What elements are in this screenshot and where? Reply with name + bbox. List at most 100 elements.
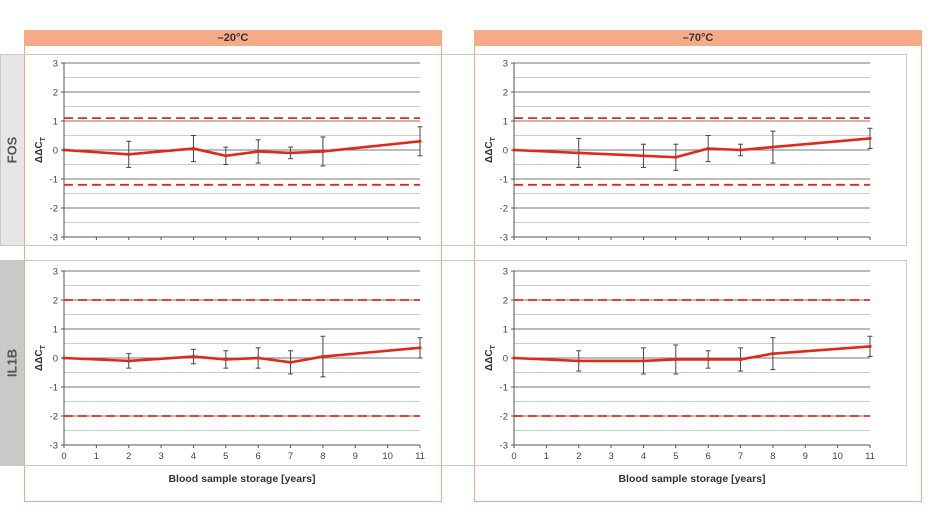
data-point	[738, 357, 743, 362]
y-tick-label: 1	[503, 117, 508, 128]
x-tick-label: 2	[126, 451, 131, 462]
y-tick-label: -1	[500, 175, 508, 186]
x-tick-label: 1	[94, 451, 99, 462]
data-point	[127, 359, 131, 363]
data-point	[62, 356, 66, 360]
y-tick-label: -1	[50, 175, 58, 186]
x-tick-label: 6	[256, 451, 261, 462]
data-point	[577, 151, 581, 155]
y-tick-label: 1	[53, 117, 58, 128]
y-tick-label: -3	[50, 233, 58, 244]
x-tick-label: 0	[511, 451, 516, 462]
row-label-il1b: IL1B	[4, 348, 20, 378]
data-point	[224, 357, 228, 362]
y-tick-label: -1	[50, 383, 58, 394]
x-tick-label: 11	[865, 451, 875, 462]
y-axis-label: ΔΔCT	[34, 136, 47, 163]
data-point	[641, 154, 646, 158]
column-header-minus20: –20°C	[24, 30, 442, 46]
x-tick-label: 9	[803, 451, 808, 462]
y-axis-label: ΔΔCT	[484, 344, 497, 371]
data-point	[127, 152, 131, 156]
x-tick-label: 10	[832, 451, 843, 462]
y-tick-label: -2	[50, 412, 58, 423]
x-tick-label: 2	[576, 451, 581, 462]
x-tick-label: 7	[288, 451, 293, 462]
data-point	[224, 154, 228, 158]
y-tick-label: 0	[503, 146, 508, 157]
y-tick-label: 2	[53, 88, 58, 99]
y-tick-label: 3	[53, 267, 58, 278]
y-tick-label: 0	[503, 354, 508, 365]
y-tick-label: 2	[503, 88, 508, 99]
x-axis-label: Blood sample storage [years]	[618, 473, 765, 485]
data-point	[418, 139, 422, 143]
y-tick-label: -2	[50, 204, 58, 215]
data-point	[868, 136, 872, 140]
row-tab-il1b: IL1B	[0, 260, 24, 466]
y-tick-label: 3	[53, 59, 58, 70]
x-tick-label: 7	[738, 451, 743, 462]
x-tick-label: 11	[415, 451, 425, 462]
chart-fos-minus70: 3 2 1 0 -1 -2 -3 ΔΔCT	[484, 59, 873, 244]
y-tick-label: -3	[500, 441, 508, 452]
data-point	[512, 356, 516, 360]
x-tick-label: 5	[673, 451, 678, 462]
data-point	[674, 155, 678, 159]
x-tick-label: 6	[706, 451, 711, 462]
x-tick-label: 1	[544, 451, 549, 462]
column-header-minus70: –70°C	[474, 30, 922, 46]
row-label-fos: FOS	[4, 136, 20, 164]
series-line	[512, 137, 872, 159]
data-point	[321, 149, 325, 154]
x-tick-label: 8	[320, 451, 325, 462]
data-point	[191, 146, 196, 151]
data-point	[771, 352, 775, 356]
y-tick-label: 0	[53, 354, 58, 365]
data-point	[706, 146, 710, 151]
x-tick-label: 0	[61, 451, 66, 462]
y-axis-label: ΔΔCT	[484, 136, 497, 163]
series-line	[62, 346, 422, 364]
y-tick-label: 1	[53, 325, 58, 336]
x-tick-label: 4	[641, 451, 646, 462]
y-tick-label: -2	[500, 412, 508, 423]
data-point	[868, 344, 872, 348]
data-point	[512, 148, 516, 152]
y-axis-label: ΔΔCT	[34, 344, 47, 371]
chart-fos-minus20: 3 2 1 0 -1 -2 -3 ΔΔCT	[34, 59, 423, 244]
data-point	[674, 357, 678, 362]
x-tick-label: 10	[382, 451, 393, 462]
y-tick-label: 1	[503, 325, 508, 336]
data-point	[321, 354, 325, 359]
data-point	[288, 360, 293, 364]
y-tick-label: 0	[53, 146, 58, 157]
data-point	[771, 145, 775, 149]
data-point	[288, 151, 293, 155]
x-tick-label: 3	[158, 451, 163, 462]
x-tick-label: 4	[191, 451, 196, 462]
data-point	[256, 149, 260, 154]
data-point	[62, 148, 66, 152]
data-point	[418, 346, 422, 350]
y-tick-label: 2	[503, 296, 508, 307]
series-line	[62, 140, 422, 158]
y-tick-label: 2	[53, 296, 58, 307]
data-point	[191, 354, 196, 359]
x-tick-label: 3	[608, 451, 613, 462]
data-point	[706, 357, 710, 362]
data-point	[641, 359, 646, 363]
data-point	[577, 359, 581, 363]
x-tick-label: 5	[223, 451, 228, 462]
y-tick-label: -2	[500, 204, 508, 215]
y-tick-label: -3	[500, 233, 508, 244]
x-tick-label: 8	[770, 451, 775, 462]
x-tick-label: 9	[353, 451, 358, 462]
y-tick-label: 3	[503, 267, 508, 278]
data-point	[256, 356, 260, 360]
row-tab-fos: FOS	[0, 54, 24, 246]
series-line	[512, 345, 872, 363]
data-point	[738, 148, 743, 152]
x-axis-label: Blood sample storage [years]	[168, 473, 315, 485]
